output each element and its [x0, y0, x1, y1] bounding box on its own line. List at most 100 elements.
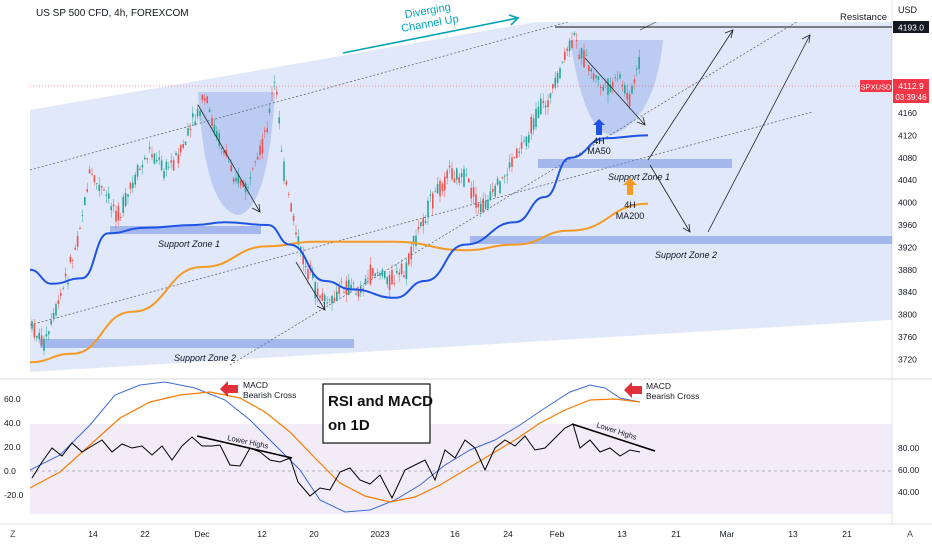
price-axis[interactable]: 3720 3760 3800 3840 3880 3920 3960 4000 4040 4080…: [898, 86, 917, 365]
candle-body: [52, 312, 55, 319]
candle-body: [556, 72, 559, 83]
candle-body: [559, 68, 561, 79]
candle-body: [549, 93, 552, 98]
price-tick-label: 3840: [898, 287, 917, 297]
instrument-title: US SP 500 CFD, 4h, FOREXCOM: [36, 8, 189, 19]
candle-body: [417, 227, 420, 230]
candle-body: [158, 157, 160, 160]
timezone-icon[interactable]: Z: [10, 529, 16, 539]
candle-body: [590, 69, 592, 72]
svg-text:MA200: MA200: [616, 211, 645, 221]
rsi-tick-label: 60.00: [898, 465, 920, 475]
candle-body: [535, 108, 537, 128]
candle-body: [583, 50, 585, 68]
svg-text:4H: 4H: [593, 136, 605, 146]
candle-body: [249, 177, 252, 179]
svg-text:MA50: MA50: [587, 146, 611, 156]
candle-body: [396, 270, 398, 273]
candle-body: [340, 281, 343, 283]
price-tick-label: 4000: [898, 198, 917, 208]
candle-body: [153, 153, 156, 164]
candle-body: [127, 194, 129, 197]
time-tick-label: 14: [88, 529, 98, 539]
candle-body: [69, 256, 72, 263]
price-tick-label: 3720: [898, 354, 917, 364]
candle-body: [616, 78, 619, 80]
candle-body: [297, 236, 300, 245]
candle-body: [144, 157, 146, 160]
candle-body: [216, 131, 218, 138]
candle-body: [45, 334, 48, 337]
candle-body: [520, 142, 523, 149]
candle-body: [504, 175, 506, 177]
candle-body: [196, 108, 199, 117]
channel-line-mid: [30, 111, 813, 326]
candle-body: [184, 141, 187, 145]
candle-body: [88, 169, 91, 174]
candle-body: [528, 134, 530, 143]
candle-body: [57, 300, 60, 304]
candle-body: [626, 92, 628, 100]
candle-body: [156, 159, 158, 162]
candle-body: [540, 98, 542, 115]
indicator-axis-right[interactable]: 40.00 60.00 80.00: [898, 443, 920, 497]
candle-body: [122, 196, 124, 213]
macd-tick-label: -20.0: [4, 490, 24, 500]
candle-body: [415, 235, 417, 247]
candle-body: [276, 91, 278, 95]
candle-body: [554, 77, 556, 88]
candle-body: [62, 287, 64, 289]
candle-body: [628, 94, 631, 107]
candle-body: [136, 164, 139, 177]
candle-body: [230, 165, 232, 172]
time-tick-label: 22: [140, 529, 150, 539]
candle-body: [266, 128, 268, 133]
candle-body: [290, 203, 292, 212]
candle-body: [508, 162, 511, 168]
svg-text:Bearish Cross: Bearish Cross: [243, 390, 296, 400]
candle-body: [499, 181, 501, 194]
candle-body: [165, 161, 168, 170]
price-tick-label: 4080: [898, 153, 917, 163]
resistance-price-badge: 4193.0: [893, 21, 929, 33]
candle-body: [633, 79, 636, 83]
candle-body: [552, 84, 554, 89]
candle-body: [204, 98, 206, 101]
candle-body: [36, 336, 38, 338]
candle-body: [237, 174, 240, 184]
candle-body: [139, 168, 141, 171]
candle-body: [38, 333, 40, 340]
candle-body: [600, 87, 602, 88]
time-tick-label: 12: [257, 529, 267, 539]
candle-body: [451, 168, 453, 180]
candle-body: [439, 180, 441, 197]
candle-body: [129, 182, 132, 189]
candle-body: [261, 138, 264, 154]
candle-body: [160, 160, 163, 171]
candle-body: [595, 75, 597, 78]
resistance-label: Resistance: [840, 12, 887, 23]
candle-body: [91, 173, 93, 175]
candle-body: [530, 116, 532, 134]
candle-body: [48, 331, 50, 335]
candle-body: [314, 282, 316, 299]
signal-line: [30, 391, 641, 503]
candle-body: [460, 173, 463, 177]
main-pane[interactable]: [30, 0, 892, 378]
macd-tick-label: 40.0: [4, 418, 21, 428]
candle-body: [355, 293, 357, 295]
candle-body: [542, 101, 544, 103]
auto-scale-icon[interactable]: A: [907, 529, 913, 539]
candle-body: [362, 288, 364, 290]
candle-body: [271, 93, 273, 95]
candle-body: [309, 265, 312, 268]
time-axis[interactable]: 14 22 Dec 12 20 2023 16 24 Feb 13 21 Mar 13 21: [88, 529, 852, 539]
channel-arrow: [342, 14, 520, 54]
candle-body: [76, 235, 79, 247]
candle-body: [602, 86, 604, 91]
candle-body: [607, 78, 609, 96]
candle-body: [256, 156, 259, 160]
candle-body: [283, 161, 285, 181]
svg-text:on 1D: on 1D: [328, 417, 370, 434]
candle-body: [268, 108, 271, 113]
